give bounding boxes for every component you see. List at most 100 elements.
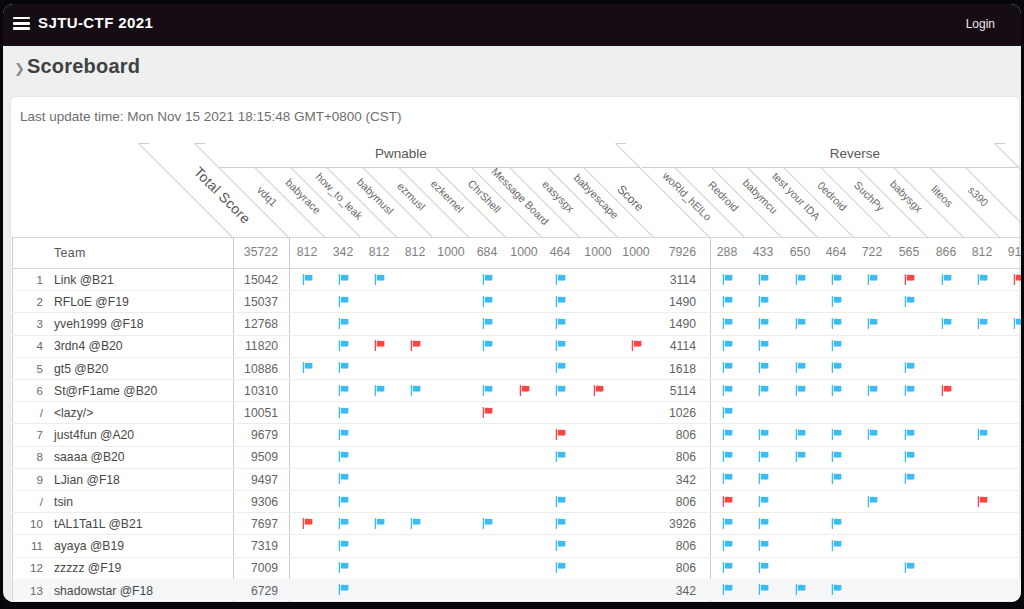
solved-flag-icon xyxy=(721,406,734,419)
login-link[interactable]: Login xyxy=(966,17,995,31)
column-border xyxy=(12,237,13,601)
solved-flag-icon xyxy=(554,339,567,352)
solved-flag-icon xyxy=(409,517,422,530)
solved-flag-icon xyxy=(337,561,350,574)
pwnable-score-cell: 806 xyxy=(650,428,696,442)
solved-flag-icon xyxy=(337,428,350,441)
solved-flag-icon xyxy=(903,384,916,397)
row-highlight xyxy=(13,579,1021,600)
team-name: tAL1Ta1L @B21 xyxy=(54,517,143,531)
pwnable-score-cell: 1490 xyxy=(650,317,696,331)
solved-flag-icon xyxy=(830,472,843,485)
team-name: shadowstar @F18 xyxy=(54,584,153,598)
solved-flag-icon xyxy=(721,583,734,596)
solved-flag-icon xyxy=(903,295,916,308)
team-name: tsin xyxy=(54,495,73,509)
solved-flag-icon xyxy=(866,495,879,508)
total-score-cell: 9306 xyxy=(230,495,278,509)
pwnable-score-cell: 3114 xyxy=(650,273,696,287)
first-blood-flag-icon xyxy=(409,339,422,352)
first-blood-flag-icon xyxy=(976,495,989,508)
team-name: just4fun @A20 xyxy=(54,428,134,442)
first-blood-flag-icon xyxy=(940,384,953,397)
solved-flag-icon xyxy=(337,384,350,397)
solved-flag-icon xyxy=(794,317,807,330)
row-separator xyxy=(12,401,1021,402)
total-score-cell: 9509 xyxy=(230,450,278,464)
row-separator xyxy=(12,468,1021,469)
row-separator xyxy=(12,357,1021,358)
solved-flag-icon xyxy=(721,295,734,308)
header-diagonal-separator-tick xyxy=(616,143,626,144)
team-name: yveh1999 @F18 xyxy=(54,317,144,331)
solved-flag-icon xyxy=(903,361,916,374)
solved-flag-icon xyxy=(554,539,567,552)
pwnable-score-cell: 342 xyxy=(650,473,696,487)
pwnable-score-cell: 5114 xyxy=(650,384,696,398)
page-title: Scoreboard xyxy=(27,55,140,78)
solved-flag-icon xyxy=(830,273,843,286)
solved-flag-icon xyxy=(794,428,807,441)
solved-flag-icon xyxy=(481,339,494,352)
solved-flag-icon xyxy=(794,450,807,463)
solved-flag-icon xyxy=(757,583,770,596)
solved-flag-icon xyxy=(830,339,843,352)
breadcrumb-chevron-icon: ❯ xyxy=(14,61,25,76)
team-name: <lazy/> xyxy=(54,406,93,420)
total-score-cell: 15042 xyxy=(230,273,278,287)
row-separator xyxy=(12,379,1021,380)
first-blood-flag-icon xyxy=(554,428,567,441)
rank-cell: 9 xyxy=(16,473,43,487)
solved-flag-icon xyxy=(757,450,770,463)
first-blood-flag-icon xyxy=(592,384,605,397)
solved-flag-icon xyxy=(721,539,734,552)
total-score-cell: 15037 xyxy=(230,295,278,309)
rank-cell: 8 xyxy=(16,450,43,464)
rank-cell: 4 xyxy=(16,339,43,353)
solved-flag-icon xyxy=(721,450,734,463)
column-border xyxy=(710,237,711,601)
solved-flag-icon xyxy=(554,273,567,286)
total-score-cell: 6729 xyxy=(230,584,278,598)
pwnable-score-cell: 1490 xyxy=(650,295,696,309)
header-diagonal-separator-tick xyxy=(139,143,149,144)
total-score-cell: 7009 xyxy=(230,561,278,575)
team-name: St@rF1ame @B20 xyxy=(54,384,157,398)
last-update-text: Last update time: Mon Nov 15 2021 18:15:… xyxy=(20,109,402,124)
solved-flag-icon xyxy=(1012,317,1022,330)
solved-flag-icon xyxy=(373,517,386,530)
solved-flag-icon xyxy=(976,428,989,441)
solved-flag-icon xyxy=(337,517,350,530)
solved-flag-icon xyxy=(757,361,770,374)
first-blood-flag-icon xyxy=(1012,273,1022,286)
solved-flag-icon xyxy=(721,428,734,441)
pwnable-score-cell: 1026 xyxy=(650,406,696,420)
total-score-cell: 10051 xyxy=(230,406,278,420)
total-score-cell: 11820 xyxy=(230,339,278,353)
solved-flag-icon xyxy=(794,361,807,374)
rank-cell: 2 xyxy=(16,295,43,309)
rank-cell: 13 xyxy=(16,584,43,598)
solved-flag-icon xyxy=(554,317,567,330)
solved-flag-icon xyxy=(554,495,567,508)
total-score-cell: 7319 xyxy=(230,539,278,553)
solved-flag-icon xyxy=(903,561,916,574)
solved-flag-icon xyxy=(757,561,770,574)
rank-cell: 5 xyxy=(16,362,43,376)
hamburger-menu-icon[interactable] xyxy=(13,17,30,30)
header-top-border xyxy=(12,237,1021,238)
row-separator xyxy=(12,446,1021,447)
solved-flag-icon xyxy=(940,317,953,330)
total-max-score: 35722 xyxy=(230,245,278,259)
solved-flag-icon xyxy=(337,295,350,308)
solved-flag-icon xyxy=(794,273,807,286)
solved-flag-icon xyxy=(721,361,734,374)
solved-flag-icon xyxy=(903,472,916,485)
challenge-max-score: 912 xyxy=(996,245,1021,259)
solved-flag-icon xyxy=(481,517,494,530)
solved-flag-icon xyxy=(721,339,734,352)
solved-flag-icon xyxy=(721,317,734,330)
solved-flag-icon xyxy=(721,561,734,574)
team-name: Link @B21 xyxy=(54,273,114,287)
brand-title[interactable]: SJTU-CTF 2021 xyxy=(38,14,153,31)
